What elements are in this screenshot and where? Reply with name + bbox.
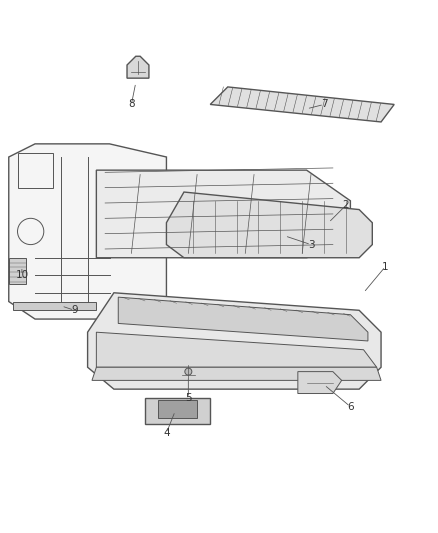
Text: 6: 6 (347, 402, 354, 411)
Polygon shape (96, 332, 377, 367)
Text: 7: 7 (321, 100, 328, 109)
Circle shape (277, 237, 284, 244)
Text: 1: 1 (382, 262, 389, 271)
Polygon shape (118, 297, 368, 341)
Text: 4: 4 (163, 428, 170, 438)
FancyBboxPatch shape (258, 221, 269, 231)
Polygon shape (96, 170, 350, 258)
Text: 10: 10 (15, 270, 28, 280)
Polygon shape (92, 367, 381, 381)
Text: 9: 9 (71, 305, 78, 316)
Text: 8: 8 (128, 100, 135, 109)
Polygon shape (88, 293, 381, 389)
Polygon shape (127, 56, 149, 78)
Polygon shape (13, 302, 96, 310)
Polygon shape (166, 192, 372, 258)
Polygon shape (210, 87, 394, 122)
Polygon shape (145, 398, 210, 424)
FancyBboxPatch shape (237, 203, 247, 214)
Text: 2: 2 (343, 200, 350, 210)
FancyBboxPatch shape (237, 221, 247, 231)
Polygon shape (9, 258, 26, 284)
Polygon shape (9, 144, 166, 319)
Polygon shape (298, 372, 342, 393)
FancyBboxPatch shape (258, 203, 269, 214)
Circle shape (185, 368, 192, 375)
Text: 5: 5 (185, 393, 192, 403)
Text: 3: 3 (307, 240, 314, 249)
Polygon shape (158, 400, 197, 418)
